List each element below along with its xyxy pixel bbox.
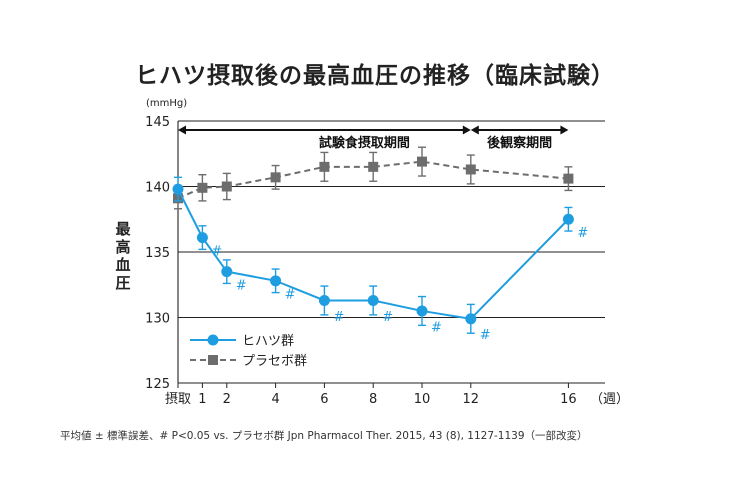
y-tick-label: 145 bbox=[145, 115, 170, 130]
data-point bbox=[196, 232, 208, 244]
legend-marker bbox=[208, 355, 218, 365]
grid-lines bbox=[178, 120, 605, 384]
data-point bbox=[172, 183, 184, 195]
significance-marker: # bbox=[236, 278, 247, 293]
data-point bbox=[563, 173, 574, 184]
data-point bbox=[465, 313, 477, 325]
y-axis-label-char: 高 bbox=[115, 238, 130, 256]
x-tick-label: 8 bbox=[369, 392, 377, 407]
significance-marker: # bbox=[382, 310, 393, 325]
x-unit-label: （週） bbox=[590, 392, 629, 407]
data-point bbox=[562, 213, 574, 225]
data-point bbox=[221, 181, 232, 192]
x-tick-label: 摂取 bbox=[165, 391, 191, 407]
data-point bbox=[270, 172, 281, 183]
y-axis-label-char: 血 bbox=[115, 256, 130, 274]
x-tick-label: 16 bbox=[560, 392, 577, 407]
significance-marker: # bbox=[333, 310, 344, 325]
significance-marker: # bbox=[480, 328, 491, 343]
data-point bbox=[367, 294, 379, 306]
data-point bbox=[319, 161, 330, 172]
significance-marker: # bbox=[431, 320, 442, 335]
data-point bbox=[465, 164, 476, 175]
period-arrow-head-right bbox=[462, 125, 471, 135]
chart-title: ヒハツ摂取後の最高血圧の推移（臨床試験） bbox=[135, 63, 615, 89]
data-point bbox=[197, 182, 208, 193]
x-tick-label: 6 bbox=[320, 392, 328, 407]
period-label: 後観察期間 bbox=[487, 135, 552, 151]
x-tick-label: 10 bbox=[414, 392, 431, 407]
legend-marker bbox=[207, 334, 219, 346]
data-point bbox=[318, 294, 330, 306]
x-tick-label: 1 bbox=[198, 392, 206, 407]
data-point bbox=[416, 305, 428, 317]
y-tick-label: 135 bbox=[145, 246, 170, 261]
y-tick-label: 130 bbox=[145, 312, 170, 327]
series-hihatsu: # # # # # # # # bbox=[172, 176, 588, 343]
legend-label: プラセボ群 bbox=[242, 354, 307, 369]
period-arrows: 試験食摂取期間 後観察期間 bbox=[178, 125, 569, 151]
y-tick-label: 125 bbox=[145, 377, 170, 392]
significance-marker: # bbox=[211, 244, 222, 259]
x-tick-label: 4 bbox=[271, 392, 279, 407]
period-arrow-head-right bbox=[560, 125, 569, 135]
footnote: 平均値 ± 標準誤差、# P<0.05 vs. プラセボ群 Jpn Pharma… bbox=[60, 430, 588, 442]
legend-label: ヒハツ群 bbox=[242, 334, 294, 349]
data-point bbox=[221, 266, 233, 278]
y-tick-label: 140 bbox=[145, 181, 170, 196]
y-axis-label-char: 最 bbox=[115, 220, 131, 238]
x-tick-label: 12 bbox=[463, 392, 480, 407]
series-placebo bbox=[173, 146, 574, 210]
data-point bbox=[270, 275, 282, 287]
data-point bbox=[368, 161, 379, 172]
data-point bbox=[417, 156, 427, 167]
significance-marker: # bbox=[577, 226, 588, 241]
period-arrow-head-left bbox=[470, 125, 479, 135]
significance-marker: # bbox=[285, 288, 296, 303]
period-arrow-head-left bbox=[178, 125, 186, 135]
x-tick-label: 2 bbox=[223, 392, 231, 407]
y-unit-label: (mmHg) bbox=[146, 98, 187, 109]
series-group: # # # # # # # # bbox=[172, 146, 588, 343]
y-axis-label-char: 圧 bbox=[115, 274, 130, 292]
period-label: 試験食摂取期間 bbox=[319, 135, 410, 151]
